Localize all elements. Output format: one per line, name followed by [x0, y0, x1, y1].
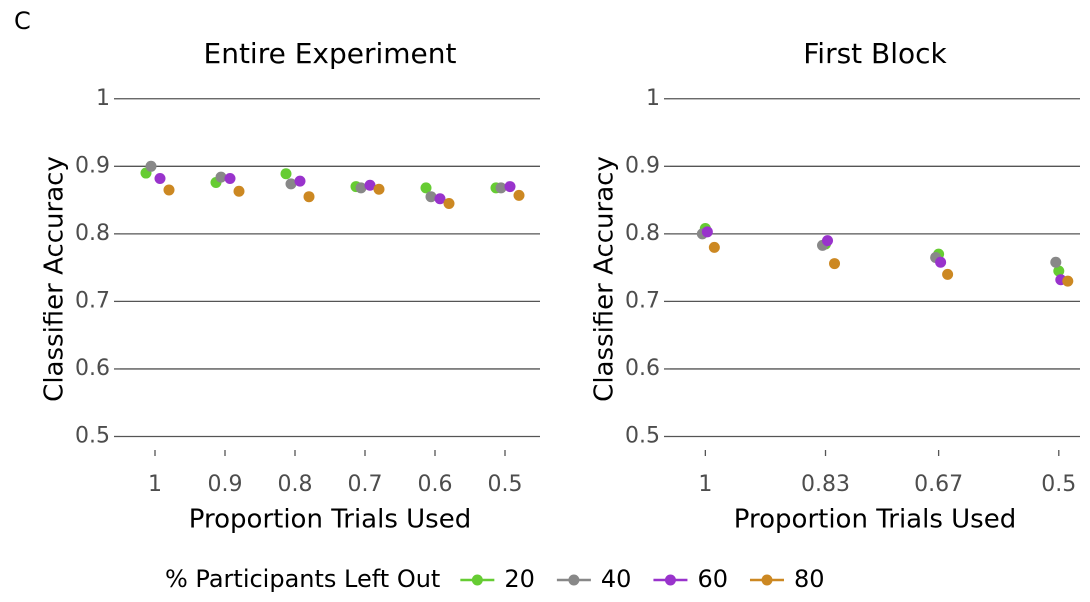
point — [1050, 256, 1062, 268]
y-tick-label: 1 — [96, 86, 110, 111]
legend-title: % Participants Left Out — [165, 565, 440, 593]
y-axis-title: Classifier Accuracy — [590, 156, 620, 402]
point — [942, 268, 954, 280]
x-tick-label: 0.6 — [418, 472, 453, 497]
x-tick-label: 0.8 — [278, 472, 313, 497]
x-axis-title: Proportion Trials Used — [189, 505, 471, 535]
y-tick-label: 0.7 — [625, 288, 660, 313]
point — [224, 172, 236, 184]
x-tick-label: 0.5 — [488, 472, 523, 497]
point — [280, 168, 292, 180]
legend-swatch — [761, 574, 773, 586]
y-tick-label: 0.6 — [75, 356, 110, 381]
point — [822, 235, 834, 247]
x-tick-label: 1 — [148, 472, 162, 497]
point — [285, 178, 297, 190]
point — [303, 191, 315, 203]
point — [513, 189, 525, 201]
legend-label: 40 — [601, 565, 632, 593]
x-tick-label: 0.83 — [801, 472, 850, 497]
point — [1062, 275, 1074, 287]
y-axis-title: Classifier Accuracy — [40, 156, 70, 402]
point — [434, 193, 446, 205]
x-tick-label: 0.67 — [914, 472, 963, 497]
y-tick-label: 0.7 — [75, 288, 110, 313]
point — [420, 182, 432, 194]
point — [355, 182, 367, 194]
point — [708, 241, 720, 253]
point — [425, 191, 437, 203]
point — [1053, 265, 1065, 277]
point — [443, 197, 455, 209]
point — [829, 258, 841, 270]
y-tick-label: 0.9 — [625, 153, 660, 178]
y-tick-label: 0.5 — [625, 423, 660, 448]
point — [154, 172, 166, 184]
legend-label: 20 — [504, 565, 535, 593]
legend-label: 80 — [794, 565, 825, 593]
point — [294, 175, 306, 187]
point — [233, 185, 245, 197]
y-tick-label: 0.6 — [625, 356, 660, 381]
point — [701, 226, 713, 238]
point — [504, 181, 516, 193]
point — [495, 182, 507, 194]
x-tick-label: 1 — [698, 472, 712, 497]
y-tick-label: 0.5 — [75, 423, 110, 448]
legend-swatch — [471, 574, 483, 586]
y-tick-label: 1 — [646, 86, 660, 111]
x-tick-label: 0.9 — [208, 472, 243, 497]
chart-title: First Block — [803, 37, 947, 70]
y-tick-label: 0.9 — [75, 153, 110, 178]
legend-swatch — [568, 574, 580, 586]
panel-label: C — [14, 7, 31, 35]
point — [364, 179, 376, 191]
chart-title: Entire Experiment — [204, 37, 457, 70]
legend-label: 60 — [697, 565, 728, 593]
y-tick-label: 0.8 — [75, 221, 110, 246]
point — [935, 256, 947, 268]
point — [145, 160, 157, 172]
point — [215, 171, 227, 183]
point — [163, 184, 175, 196]
x-axis-title: Proportion Trials Used — [734, 505, 1016, 535]
legend-swatch — [664, 574, 676, 586]
point — [373, 183, 385, 195]
x-tick-label: 0.5 — [1041, 472, 1076, 497]
y-tick-label: 0.8 — [625, 221, 660, 246]
x-tick-label: 0.7 — [348, 472, 383, 497]
